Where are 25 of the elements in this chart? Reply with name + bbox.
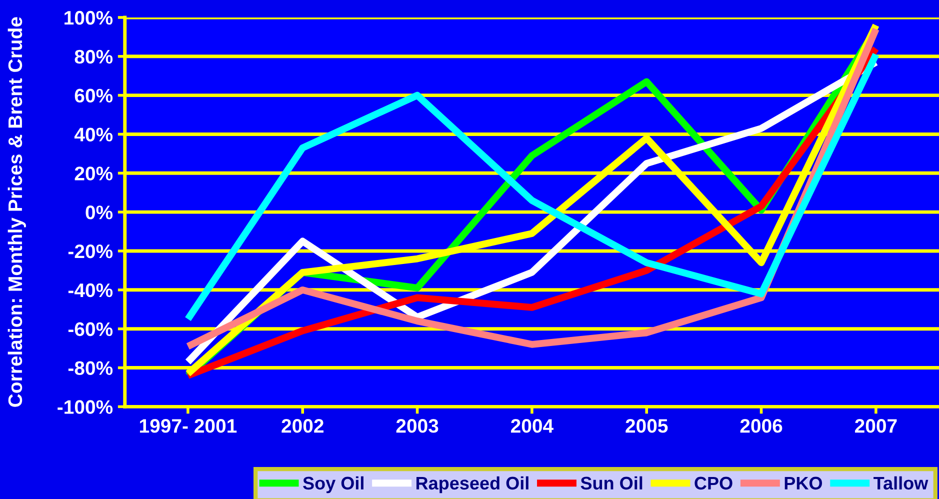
x-tick-label: 2004 <box>510 419 554 433</box>
x-tick-label: 2006 <box>740 419 782 433</box>
y-tick-label: 0% <box>86 206 113 220</box>
y-tick-label: -100% <box>58 400 113 414</box>
y-tick-label: 60% <box>74 88 113 103</box>
y-tick-label: 80% <box>74 50 113 64</box>
x-tick-label: 2007 <box>854 419 897 433</box>
legend-label: CPO <box>694 476 732 490</box>
legend-label: Rapeseed Oil <box>416 476 528 494</box>
y-tick-label: -80% <box>68 361 113 375</box>
x-tick-label: 2003 <box>396 419 438 433</box>
legend-label: Sun Oil <box>580 476 642 490</box>
y-tick-label: 100% <box>64 10 113 25</box>
x-tick-label: 1997- 2001 <box>140 419 237 433</box>
y-tick-label: 20% <box>74 166 113 180</box>
y-tick-label: -60% <box>68 322 113 336</box>
x-tick-label: 2005 <box>626 419 668 433</box>
x-tick-label: 2002 <box>282 419 324 433</box>
y-tick-label: -40% <box>68 283 113 298</box>
y-axis-title: Correlation: Monthly Prices & Brent Crude <box>8 17 26 407</box>
y-tick-label: -20% <box>68 244 113 258</box>
legend-label: Tallow <box>874 476 928 490</box>
y-tick-label: 40% <box>74 128 113 142</box>
legend-label: PKO <box>784 476 822 490</box>
legend-label: Soy Oil <box>303 476 364 494</box>
